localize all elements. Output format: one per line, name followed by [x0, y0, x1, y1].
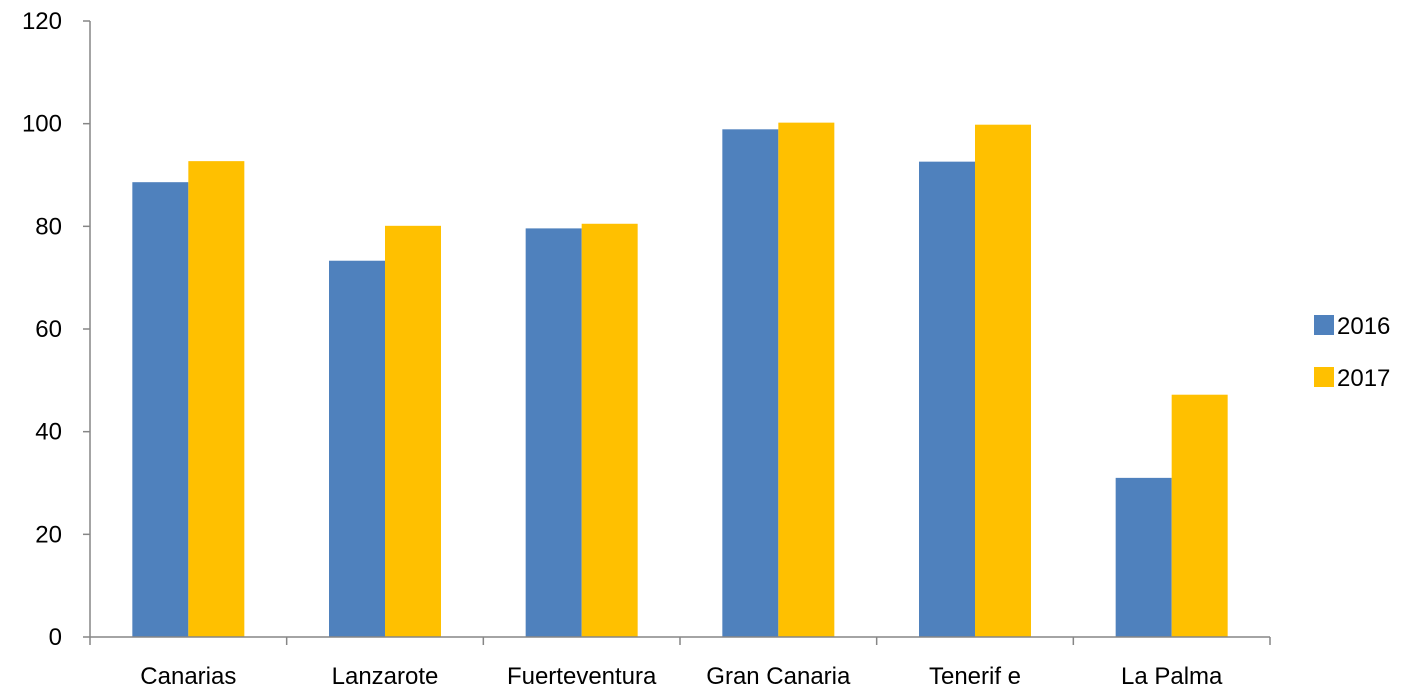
bar-2016-gran-canaria [722, 129, 779, 637]
legend-label-2016: 2016 [1337, 313, 1390, 340]
bar-2016-lanzarote [329, 260, 385, 637]
bar-2017-tenerif-e [975, 124, 1031, 637]
y-tick-label: 100 [22, 111, 62, 138]
x-tick-label: Gran Canaria [706, 663, 851, 690]
bar-2017-lanzarote [385, 225, 441, 637]
y-tick-label: 120 [22, 8, 62, 35]
plot-area: 0 20 40 60 80 100 120 Canarias Lanzarote Fuerteve… [22, 8, 1271, 690]
legend-label-2017: 2017 [1337, 365, 1390, 392]
bar-2017-la-palma [1171, 394, 1228, 637]
bar-2017-gran-canaria [778, 122, 835, 637]
y-tick-label: 0 [49, 624, 62, 651]
y-tick-label: 40 [35, 419, 62, 446]
bar-2017-fuerteventura [581, 223, 638, 637]
bar-2016-la-palma [1115, 477, 1172, 637]
x-tick-label: Lanzarote [332, 663, 439, 690]
x-tick-label: Fuerteventura [507, 663, 657, 690]
bar-2016-canarias [132, 182, 189, 638]
legend-swatch-2016 [1314, 315, 1334, 335]
y-tick-label: 80 [35, 213, 62, 240]
y-tick-label: 20 [35, 521, 62, 548]
bar-2016-fuerteventura [525, 228, 582, 638]
legend-swatch-2017 [1314, 367, 1334, 387]
bar-2016-tenerif-e [919, 161, 975, 638]
bar-2017-canarias [188, 161, 245, 637]
x-tick-label: La Palma [1121, 663, 1223, 690]
y-tick-label: 60 [35, 316, 62, 343]
legend: 2016 2017 [1314, 313, 1390, 392]
x-tick-label: Canarias [140, 663, 236, 690]
x-tick-label: Tenerif e [929, 663, 1021, 690]
